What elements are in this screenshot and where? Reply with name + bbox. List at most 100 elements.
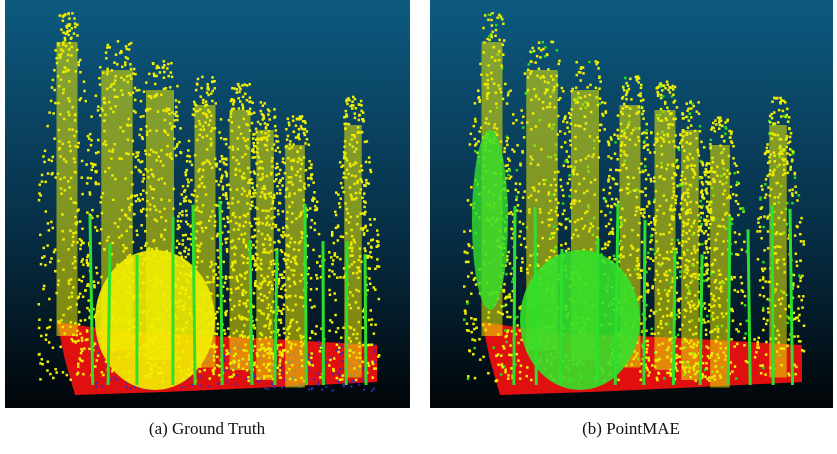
point [607,244,610,247]
point [506,170,509,173]
point [252,142,255,145]
point [200,87,203,90]
point [316,261,319,264]
point [498,39,501,42]
point [555,198,558,201]
point [264,387,266,389]
point [497,364,500,367]
point [81,339,84,342]
point [703,302,706,305]
point [368,156,371,159]
point [224,238,227,241]
point [715,123,718,126]
point [163,88,166,91]
point [586,86,589,89]
point [246,318,249,321]
point [569,117,572,120]
point [218,365,221,368]
point [731,370,734,373]
point [352,96,355,99]
point [260,110,263,113]
point [648,200,651,203]
point [743,337,746,340]
point [767,230,770,233]
point [79,59,82,62]
point [101,385,103,387]
point [283,276,286,279]
point [598,87,601,90]
point [369,224,372,227]
point [252,133,255,136]
point [520,244,523,247]
point [274,125,277,128]
point [737,171,740,174]
point [105,57,108,60]
point [54,368,57,371]
point [39,234,42,237]
point [166,67,169,70]
point [627,85,630,88]
point [308,389,310,391]
point [130,387,132,389]
point [643,208,646,211]
point [604,102,607,105]
point [738,233,741,236]
point [636,257,639,260]
point [284,252,287,255]
point [494,35,497,38]
point [277,329,280,332]
point [502,289,505,292]
point [726,120,729,123]
point [571,88,574,91]
point [333,357,336,360]
point [739,207,742,210]
point [803,325,806,328]
point [504,329,507,332]
point [538,47,541,50]
point [497,353,500,356]
point [249,108,252,111]
point [740,289,743,292]
point [610,136,613,139]
point [341,346,343,348]
point [281,372,283,374]
point [466,252,469,255]
point [48,341,51,344]
point [120,51,123,54]
point [799,233,802,236]
point [331,231,334,234]
point [639,370,642,373]
point [77,363,80,366]
point [341,378,344,381]
point [253,189,256,192]
point [128,206,131,209]
point [38,199,41,202]
point [611,198,614,201]
point [799,280,802,283]
point [245,302,248,305]
point-cloud-image [430,0,833,408]
point [479,99,482,102]
point [798,295,801,298]
point [566,121,569,124]
point [277,229,280,232]
point [77,61,80,64]
point [50,257,53,260]
point [87,177,90,180]
point [463,230,466,233]
point [50,100,53,103]
point [205,100,208,103]
point [466,302,469,305]
point [640,363,643,366]
point [732,145,735,148]
point [789,168,792,171]
point [560,223,563,226]
point [307,177,310,180]
point [225,163,228,166]
point [224,312,227,315]
point [519,221,522,224]
point [252,255,255,257]
point [526,366,529,369]
point [94,365,97,368]
point [221,158,224,161]
